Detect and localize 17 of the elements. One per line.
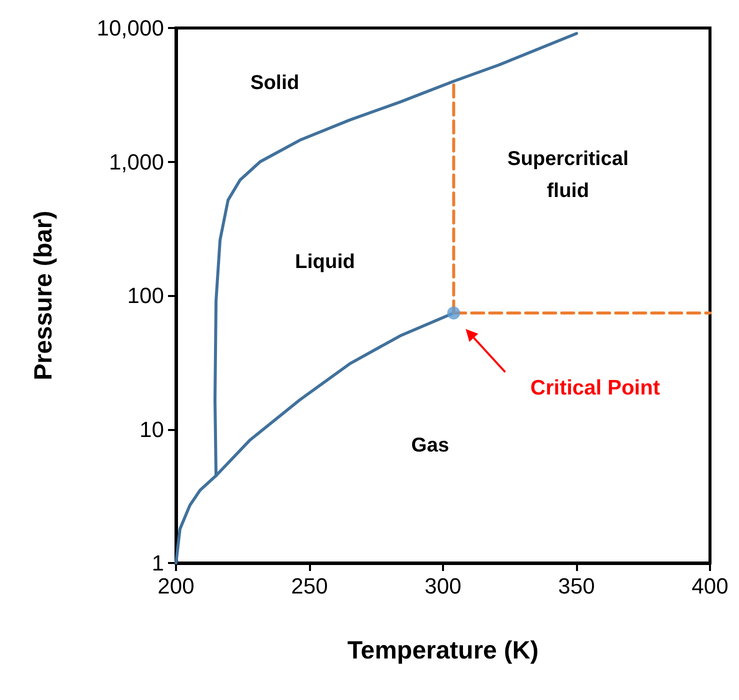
annotation: Liquid <box>294 250 355 273</box>
x-tick-label: 350 <box>558 574 595 598</box>
y-tick-label: 1 <box>152 550 164 576</box>
x-tick-label: 400 <box>692 574 728 598</box>
annotation: Gas <box>411 434 450 456</box>
annotation: Critical Point <box>530 376 660 400</box>
y-tick-label: 1,000 <box>108 149 164 174</box>
x-tick-label: 200 <box>158 574 194 598</box>
y-tick-label: 100 <box>127 283 164 308</box>
x-tick-label: 250 <box>291 574 328 598</box>
x-axis-title: Temperature (K) <box>347 636 539 664</box>
y-tick-label: 10,000 <box>96 16 164 40</box>
y-axis-title: Pressure (bar) <box>30 210 58 380</box>
annotation: Solid <box>250 72 300 94</box>
annotation: Supercritical fluid <box>507 148 629 202</box>
y-tick-label: 10 <box>140 416 164 442</box>
x-tick-label: 300 <box>424 574 462 598</box>
